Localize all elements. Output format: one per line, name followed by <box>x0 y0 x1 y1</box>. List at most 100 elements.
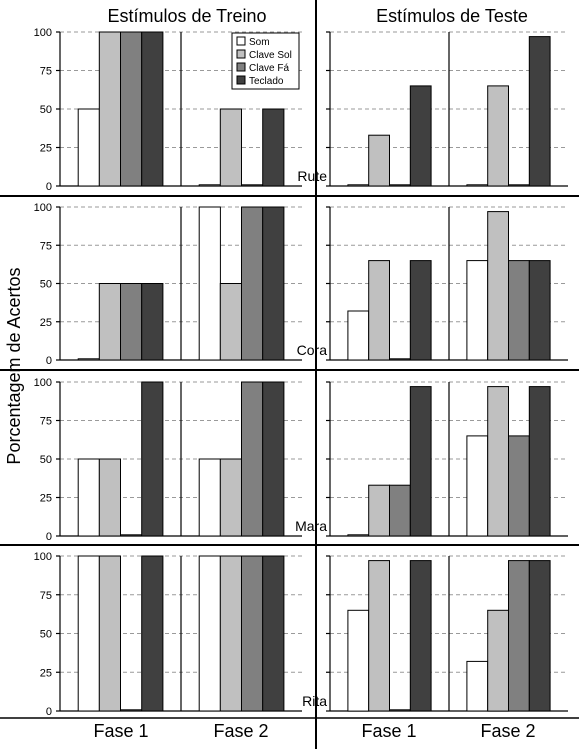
column-title-teste: Estímulos de Teste <box>376 6 528 26</box>
bar-cora-teste-2-0 <box>466 260 489 361</box>
bar-cora-teste-1-1 <box>368 260 391 361</box>
y-tick-label: 50 <box>40 629 52 641</box>
x-phase-label-treino-2: Fase 2 <box>213 721 268 741</box>
bar-rita-treino-1-0 <box>77 555 100 712</box>
bar-rute-treino-2-2 <box>241 184 264 187</box>
participant-label-mara: Mara <box>295 518 327 534</box>
y-tick-label: 25 <box>40 317 52 329</box>
bar-rute-teste-1-0 <box>347 184 370 187</box>
legend-label-0: Som <box>249 37 270 48</box>
bar-mara-treino-1-1 <box>98 458 122 537</box>
bar-mara-treino-2-1 <box>219 458 243 537</box>
participant-label-rita: Rita <box>302 693 327 709</box>
bar-rute-teste-1-1 <box>368 134 391 187</box>
y-axis-label: Porcentagem de Acertos <box>4 267 24 464</box>
bar-cora-treino-2-0 <box>198 206 221 361</box>
bar-mara-teste-1-1 <box>368 484 391 537</box>
y-tick-label: 50 <box>40 279 52 291</box>
participant-label-cora: Cora <box>297 342 328 358</box>
y-tick-label: 0 <box>46 531 52 543</box>
y-tick-label: 0 <box>46 181 52 193</box>
bar-cora-teste-2-2 <box>508 260 530 361</box>
legend: Som Clave Sol Clave Fá Teclado <box>231 32 300 90</box>
bar-rute-teste-1-2 <box>389 184 411 187</box>
bar-cora-teste-2-3 <box>528 260 551 361</box>
bar-rute-treino-1-3 <box>141 31 164 187</box>
legend-label-3: Teclado <box>249 76 284 87</box>
y-tick-label: 100 <box>34 551 52 563</box>
bar-mara-treino-1-2 <box>120 534 143 537</box>
bar-rita-treino-1-2 <box>120 709 143 712</box>
bar-rita-treino-2-0 <box>198 555 221 712</box>
bar-rita-teste-1-3 <box>409 560 432 712</box>
bar-mara-teste-1-3 <box>409 386 432 537</box>
y-tick-label: 100 <box>34 202 52 214</box>
bar-cora-treino-1-2 <box>120 283 143 361</box>
legend-label-1: Clave Sol <box>249 50 292 61</box>
y-tick-label: 100 <box>34 377 52 389</box>
y-tick-label: 100 <box>34 27 52 39</box>
bar-rute-treino-2-3 <box>262 108 285 187</box>
bar-cora-teste-1-3 <box>409 260 432 361</box>
bar-rute-teste-1-3 <box>409 85 432 187</box>
y-tick-label: 50 <box>40 104 52 116</box>
bar-rute-treino-2-1 <box>219 108 243 187</box>
bar-rute-treino-2-0 <box>198 184 221 187</box>
bar-rita-treino-2-3 <box>262 555 285 712</box>
bar-rute-treino-1-0 <box>77 108 100 187</box>
bar-mara-teste-2-2 <box>508 435 530 537</box>
column-title-treino: Estímulos de Treino <box>107 6 266 26</box>
bar-cora-treino-2-1 <box>219 283 243 361</box>
y-tick-label: 75 <box>40 590 52 602</box>
bar-rute-treino-1-1 <box>98 31 122 187</box>
bar-cora-treino-1-1 <box>98 283 122 361</box>
y-tick-label: 0 <box>46 355 52 367</box>
bar-rita-teste-2-1 <box>487 609 510 712</box>
bar-mara-teste-2-3 <box>528 386 551 537</box>
legend-swatch-3 <box>236 75 246 85</box>
bar-mara-teste-1-2 <box>389 484 411 537</box>
bar-mara-teste-2-1 <box>487 386 510 537</box>
bar-rita-teste-1-1 <box>368 560 391 712</box>
bar-cora-treino-2-3 <box>262 206 285 361</box>
bar-cora-treino-2-2 <box>241 206 264 361</box>
bar-cora-teste-1-0 <box>347 310 370 361</box>
y-tick-label: 75 <box>40 240 52 252</box>
bar-rita-treino-1-1 <box>98 555 122 712</box>
bar-cora-treino-1-3 <box>141 283 164 361</box>
bar-rita-treino-2-1 <box>219 555 243 712</box>
bar-rute-teste-2-3 <box>528 36 551 187</box>
bar-mara-treino-2-2 <box>241 381 264 537</box>
legend-swatch-1 <box>236 49 246 59</box>
bar-rita-teste-1-2 <box>389 709 411 712</box>
y-tick-label: 75 <box>40 66 52 78</box>
bar-cora-treino-1-0 <box>77 358 100 361</box>
bar-rita-teste-1-0 <box>347 609 370 712</box>
x-phase-label-treino-1: Fase 1 <box>93 721 148 741</box>
y-tick-label: 25 <box>40 667 52 679</box>
bar-cora-teste-2-1 <box>487 211 510 361</box>
bar-rita-teste-2-2 <box>508 560 530 712</box>
bar-mara-teste-2-0 <box>466 435 489 537</box>
bar-cora-teste-1-2 <box>389 358 411 361</box>
bar-rita-teste-2-3 <box>528 560 551 712</box>
bar-rute-teste-2-1 <box>487 85 510 187</box>
y-tick-label: 25 <box>40 143 52 155</box>
y-tick-label: 75 <box>40 416 52 428</box>
bar-rita-treino-2-2 <box>241 555 264 712</box>
bar-mara-treino-2-3 <box>262 381 285 537</box>
x-phase-label-teste-2: Fase 2 <box>480 721 535 741</box>
bar-rita-teste-2-0 <box>466 660 489 712</box>
bar-mara-treino-1-0 <box>77 458 100 537</box>
bar-mara-teste-1-0 <box>347 534 370 537</box>
x-phase-label-teste-1: Fase 1 <box>361 721 416 741</box>
legend-label-2: Clave Fá <box>249 63 289 74</box>
legend-swatch-2 <box>236 62 246 72</box>
bar-rute-treino-1-2 <box>120 31 143 187</box>
bar-rute-teste-2-2 <box>508 184 530 187</box>
y-tick-label: 50 <box>40 454 52 466</box>
y-tick-label: 0 <box>46 706 52 718</box>
y-tick-label: 25 <box>40 493 52 505</box>
bar-rita-treino-1-3 <box>141 555 164 712</box>
